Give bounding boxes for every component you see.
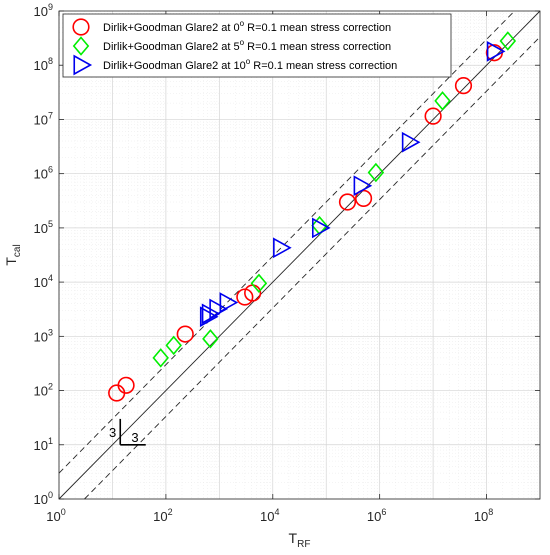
data-point — [338, 193, 357, 211]
legend-label: Dirlik+Goodman Glare2 at 10o R=0.1 mean … — [103, 57, 397, 72]
x-tick-label: 104 — [260, 507, 279, 524]
y-tick-label: 105 — [34, 219, 53, 236]
reference-line-dashed — [84, 36, 541, 500]
data-points — [108, 31, 517, 402]
x-tick-label: 100 — [46, 507, 65, 524]
y-tick-label: 108 — [34, 56, 53, 73]
x-tick-label: 108 — [474, 507, 493, 524]
axis-labels: TRF Tcal — [3, 244, 310, 550]
reference-line-dashed — [58, 10, 515, 474]
data-point — [311, 215, 328, 236]
y-axis-ticks: 100 101 102 103 104 105 106 107 108 109 — [34, 2, 540, 507]
data-point — [250, 273, 268, 294]
y-tick-label: 107 — [34, 110, 53, 127]
y-tick-label: 106 — [34, 165, 53, 182]
y-tick-label: 100 — [34, 490, 53, 507]
y-tick-label: 104 — [34, 273, 53, 290]
annotation-label-horizontal: 3 — [131, 430, 138, 445]
data-point — [434, 91, 451, 111]
series-1 — [152, 31, 517, 368]
legend-entry: Dirlik+Goodman Glare2 at 5o R=0.1 mean s… — [72, 36, 391, 56]
legend: Dirlik+Goodman Glare2 at 0o R=0.1 mean s… — [62, 13, 452, 78]
data-point — [236, 288, 254, 306]
legend-marker — [73, 54, 93, 76]
data-point — [176, 325, 194, 343]
legend-marker — [72, 36, 90, 56]
data-point — [273, 237, 292, 259]
data-point — [311, 217, 331, 239]
data-point — [353, 175, 373, 197]
legend-box — [62, 13, 452, 78]
plot-frame — [58, 10, 541, 500]
x-axis-label: TRF — [289, 530, 311, 550]
data-point — [401, 131, 421, 153]
data-point — [354, 189, 373, 207]
data-point — [152, 348, 169, 368]
data-point — [117, 376, 135, 394]
x-axis-ticks: 100 102 104 106 108 — [46, 11, 493, 524]
legend-label: Dirlik+Goodman Glare2 at 0o R=0.1 mean s… — [103, 19, 391, 34]
data-point — [202, 329, 219, 349]
data-point — [165, 335, 182, 356]
legend-marker — [72, 18, 90, 36]
y-tick-label: 109 — [34, 2, 53, 19]
y-tick-label: 102 — [34, 382, 53, 399]
data-point — [209, 298, 228, 320]
legend-entry: Dirlik+Goodman Glare2 at 0o R=0.1 mean s… — [72, 18, 391, 36]
y-tick-label: 103 — [34, 327, 53, 344]
legend-label: Dirlik+Goodman Glare2 at 5o R=0.1 mean s… — [103, 38, 391, 53]
series-2 — [199, 41, 506, 328]
legend-entry: Dirlik+Goodman Glare2 at 10o R=0.1 mean … — [73, 54, 397, 76]
data-point — [367, 162, 385, 183]
x-tick-label: 102 — [153, 507, 172, 524]
data-point — [499, 31, 517, 51]
x-tick-label: 106 — [367, 507, 386, 524]
y-axis-label: Tcal — [3, 244, 23, 265]
grid — [58, 11, 540, 500]
data-point — [454, 77, 473, 95]
y-tick-label: 101 — [34, 436, 53, 453]
data-point — [199, 306, 219, 328]
data-point — [424, 107, 442, 125]
data-point — [486, 41, 506, 62]
data-point — [219, 292, 239, 313]
annotation-label-vertical: 3 — [109, 425, 116, 440]
